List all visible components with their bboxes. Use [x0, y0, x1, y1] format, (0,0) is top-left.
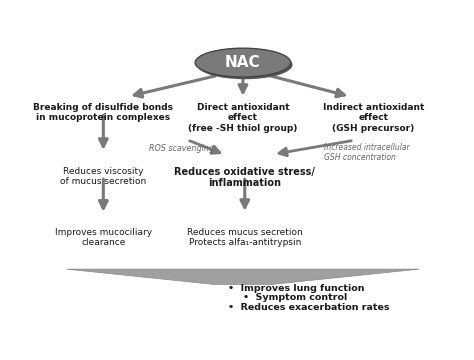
Text: Direct antioxidant
effect
(free -SH thiol group): Direct antioxidant effect (free -SH thio…: [188, 103, 298, 132]
Text: Breaking of disulfide bonds
in mucoprotein complexes: Breaking of disulfide bonds in mucoprote…: [33, 103, 173, 122]
Text: •  Symptom control: • Symptom control: [243, 293, 347, 302]
Text: Indirect antioxidant
effect
(GSH precursor): Indirect antioxidant effect (GSH precurs…: [323, 103, 424, 132]
Text: Improves mucociliary
clearance: Improves mucociliary clearance: [55, 228, 152, 247]
Text: Reduces oxidative stress/
inflammation: Reduces oxidative stress/ inflammation: [174, 167, 315, 188]
Text: NAC: NAC: [225, 55, 261, 70]
Text: Reduces mucus secretion
Protects alfa₁-antitrypsin: Reduces mucus secretion Protects alfa₁-a…: [187, 228, 302, 247]
Ellipse shape: [195, 48, 291, 77]
Text: •  Reduces exacerbation rates: • Reduces exacerbation rates: [228, 302, 390, 311]
Ellipse shape: [197, 50, 292, 79]
Text: Reduces viscosity
of mucus secretion: Reduces viscosity of mucus secretion: [60, 167, 146, 186]
Text: •  Improves lung function: • Improves lung function: [228, 284, 365, 293]
Polygon shape: [66, 269, 419, 284]
Text: ROS scavenging: ROS scavenging: [149, 144, 214, 153]
Text: Increased intracellular
GSH concentration: Increased intracellular GSH concentratio…: [324, 143, 410, 162]
